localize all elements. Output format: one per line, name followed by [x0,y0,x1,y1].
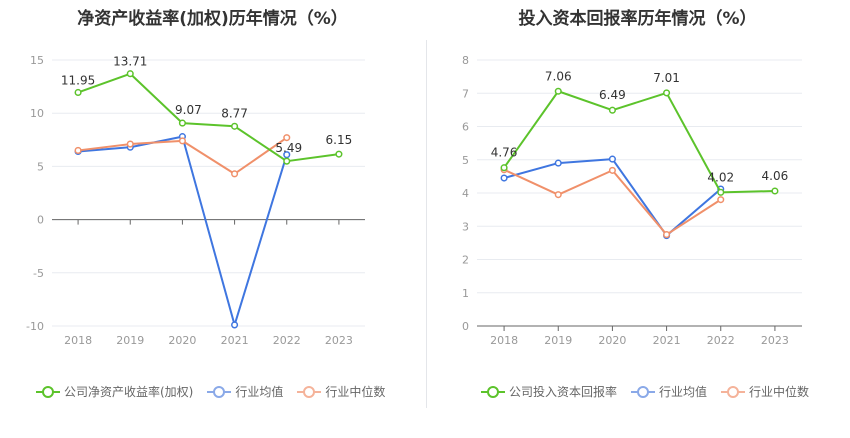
y-tick-label: 0 [37,214,44,227]
legend-item-industry-median[interactable]: 行业中位数 [721,383,809,400]
chart-legend: 公司投入资本回报率 行业均值 行业中位数 [481,383,823,400]
y-tick-label: 5 [37,160,44,173]
x-tick-label: 2018 [64,334,92,347]
legend-item-company[interactable]: 公司净资产收益率(加权) [36,383,193,400]
roe-line-chart: 15 10 5 0 -5 -10 2018 2019 2020 2021 2022 2023 11.95… [26,54,365,347]
legend-label: 公司净资产收益率(加权) [64,385,194,399]
data-point-median [126,140,134,148]
data-point-company [608,106,616,114]
y-tick-label: 4 [462,187,469,200]
data-point-median [717,196,725,204]
data-point-company [178,119,186,127]
data-point-company [126,70,134,78]
data-label: 4.06 [762,169,789,183]
legend-label: 行业中位数 [325,385,386,399]
y-tick-label: 15 [30,54,44,67]
data-point-company [74,88,82,97]
data-point-median [74,146,82,154]
data-label: 11.95 [61,73,95,87]
legend-label: 行业均值 [659,385,708,399]
x-tick-label: 2023 [761,334,789,347]
chart-title: 投入资本回报率历年情况（%） [518,9,757,29]
data-point-avg [554,159,562,167]
data-point-company [771,187,779,195]
data-point-company [500,164,508,172]
chart-legend: 公司净资产收益率(加权) 行业均值 行业中位数 [36,383,399,400]
x-tick-label: 2019 [116,334,144,347]
data-label: 7.06 [545,69,572,83]
legend-line-icon [36,385,60,399]
y-tick-label: 1 [462,287,469,300]
x-tick-label: 2022 [273,334,301,347]
data-point-company [717,188,725,196]
x-tick-label: 2018 [490,334,518,347]
series-line-avg [78,135,288,326]
legend-item-industry-average[interactable]: 行业均值 [207,383,283,400]
y-tick-label: 7 [462,87,469,100]
data-label: 7.01 [653,71,680,85]
data-label: 13.71 [113,55,147,69]
data-point-avg [500,174,508,182]
legend-item-industry-median[interactable]: 行业中位数 [297,383,385,400]
data-point-company [663,89,671,97]
data-point-median [608,166,616,174]
x-tick-label: 2020 [598,334,626,347]
legend-item-company[interactable]: 公司投入资本回报率 [481,383,617,400]
data-point-company [554,87,562,95]
data-label: 5.49 [275,141,302,155]
chart-title: 净资产收益率(加权)历年情况（%） [77,9,348,29]
data-label: 4.02 [707,170,734,184]
data-point-avg [608,155,616,163]
data-point-company [283,157,291,165]
data-point-median [231,170,239,178]
legend-line-icon [631,385,656,399]
data-point-avg [231,321,239,329]
data-point-median [178,137,186,145]
y-tick-label: 0 [462,320,469,333]
y-tick-label: 2 [462,254,469,267]
y-tick-label: -10 [26,320,44,333]
series-line-median [503,168,722,236]
legend-line-icon [207,385,232,399]
data-point-company [231,122,239,130]
x-tick-label: 2021 [221,334,249,347]
legend-item-industry-average[interactable]: 行业均值 [631,383,707,400]
data-point-company [335,150,343,158]
x-tick-label: 2020 [168,334,196,347]
data-point-avg [283,151,291,159]
panel-divider [426,40,427,408]
legend-line-icon [297,385,322,399]
x-tick-label: 2022 [707,334,735,347]
legend-label: 行业均值 [235,385,284,399]
legend-label: 行业中位数 [749,385,810,399]
data-label: 8.77 [221,106,248,120]
data-label: 6.49 [599,88,626,102]
data-label: 4.76 [491,146,518,160]
x-tick-label: 2021 [653,334,681,347]
legend-line-icon [721,385,746,399]
data-point-median [663,231,671,239]
y-tick-label: 8 [462,54,469,67]
y-tick-label: -5 [33,267,44,280]
roic-line-chart: 8 7 6 5 4 3 2 1 0 2018 2019 2020 2021 2022 2023 4.76 7.0… [462,54,802,347]
series-line-company [503,90,775,194]
x-tick-label: 2023 [325,334,353,347]
y-tick-label: 5 [462,154,469,167]
y-tick-label: 3 [462,220,469,233]
x-tick-label: 2019 [544,334,572,347]
series-line-company [77,72,340,163]
data-label: 9.07 [175,103,202,117]
legend-line-icon [481,385,505,399]
y-tick-label: 10 [30,107,44,120]
roe-chart-panel: 净资产收益率(加权)历年情况（%） 15 10 5 0 -5 -10 2018 2019 202… [26,9,399,400]
legend-label: 公司投入资本回报率 [509,385,618,399]
y-tick-label: 6 [462,121,469,134]
roic-chart-panel: 投入资本回报率历年情况（%） 8 7 6 5 4 3 2 1 0 2018 2019 2020 2021… [425,0,850,438]
data-point-median [554,191,562,199]
data-label: 6.15 [326,133,353,147]
data-point-median [283,134,291,142]
